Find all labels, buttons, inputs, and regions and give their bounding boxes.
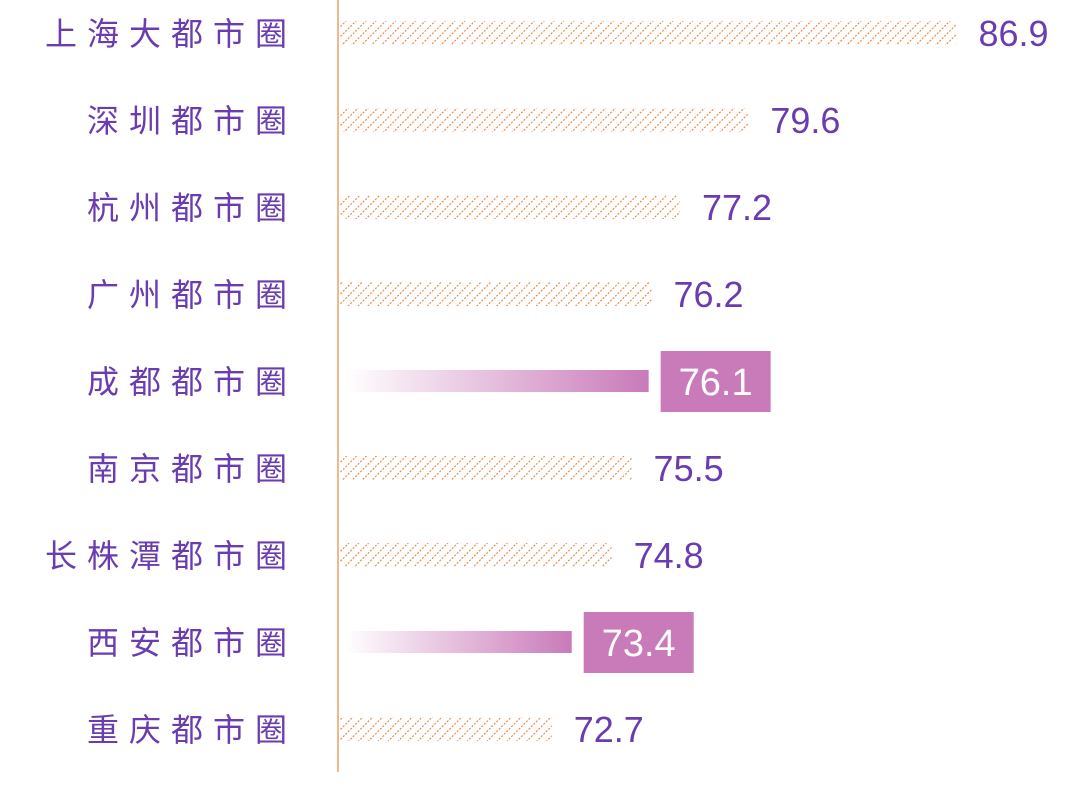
category-label: 杭州都市圈: [87, 189, 297, 227]
category-label: 广州都市圈: [87, 276, 297, 314]
value-label-box: [583, 612, 694, 673]
value-label: 86.9: [978, 13, 1048, 54]
value-label: 76.2: [674, 274, 744, 315]
value-label: 76.1: [679, 362, 753, 404]
bar: [340, 543, 612, 567]
category-label: 成都都市圈: [87, 363, 297, 401]
value-label: 77.2: [702, 187, 772, 228]
category-label: 西安都市圈: [87, 624, 297, 662]
category-label: 上海大都市圈: [45, 15, 297, 53]
bar: [340, 456, 632, 480]
category-label: 深圳都市圈: [87, 102, 297, 140]
bar: [340, 21, 957, 45]
bar: [340, 195, 680, 219]
category-label: 重庆都市圈: [87, 711, 297, 749]
bar-highlighted: [345, 631, 572, 653]
bar: [340, 108, 749, 132]
bar: [340, 282, 652, 306]
value-label: 75.5: [654, 448, 724, 489]
value-label: 72.7: [574, 709, 644, 750]
value-label: 73.4: [602, 623, 676, 665]
category-label: 南京都市圈: [87, 450, 297, 488]
category-label: 长株潭都市圈: [45, 537, 297, 575]
bar: [340, 717, 552, 741]
value-label: 79.6: [770, 100, 840, 141]
bar-highlighted: [345, 370, 649, 392]
value-label: 74.8: [634, 535, 704, 576]
value-label-box: [660, 351, 771, 412]
